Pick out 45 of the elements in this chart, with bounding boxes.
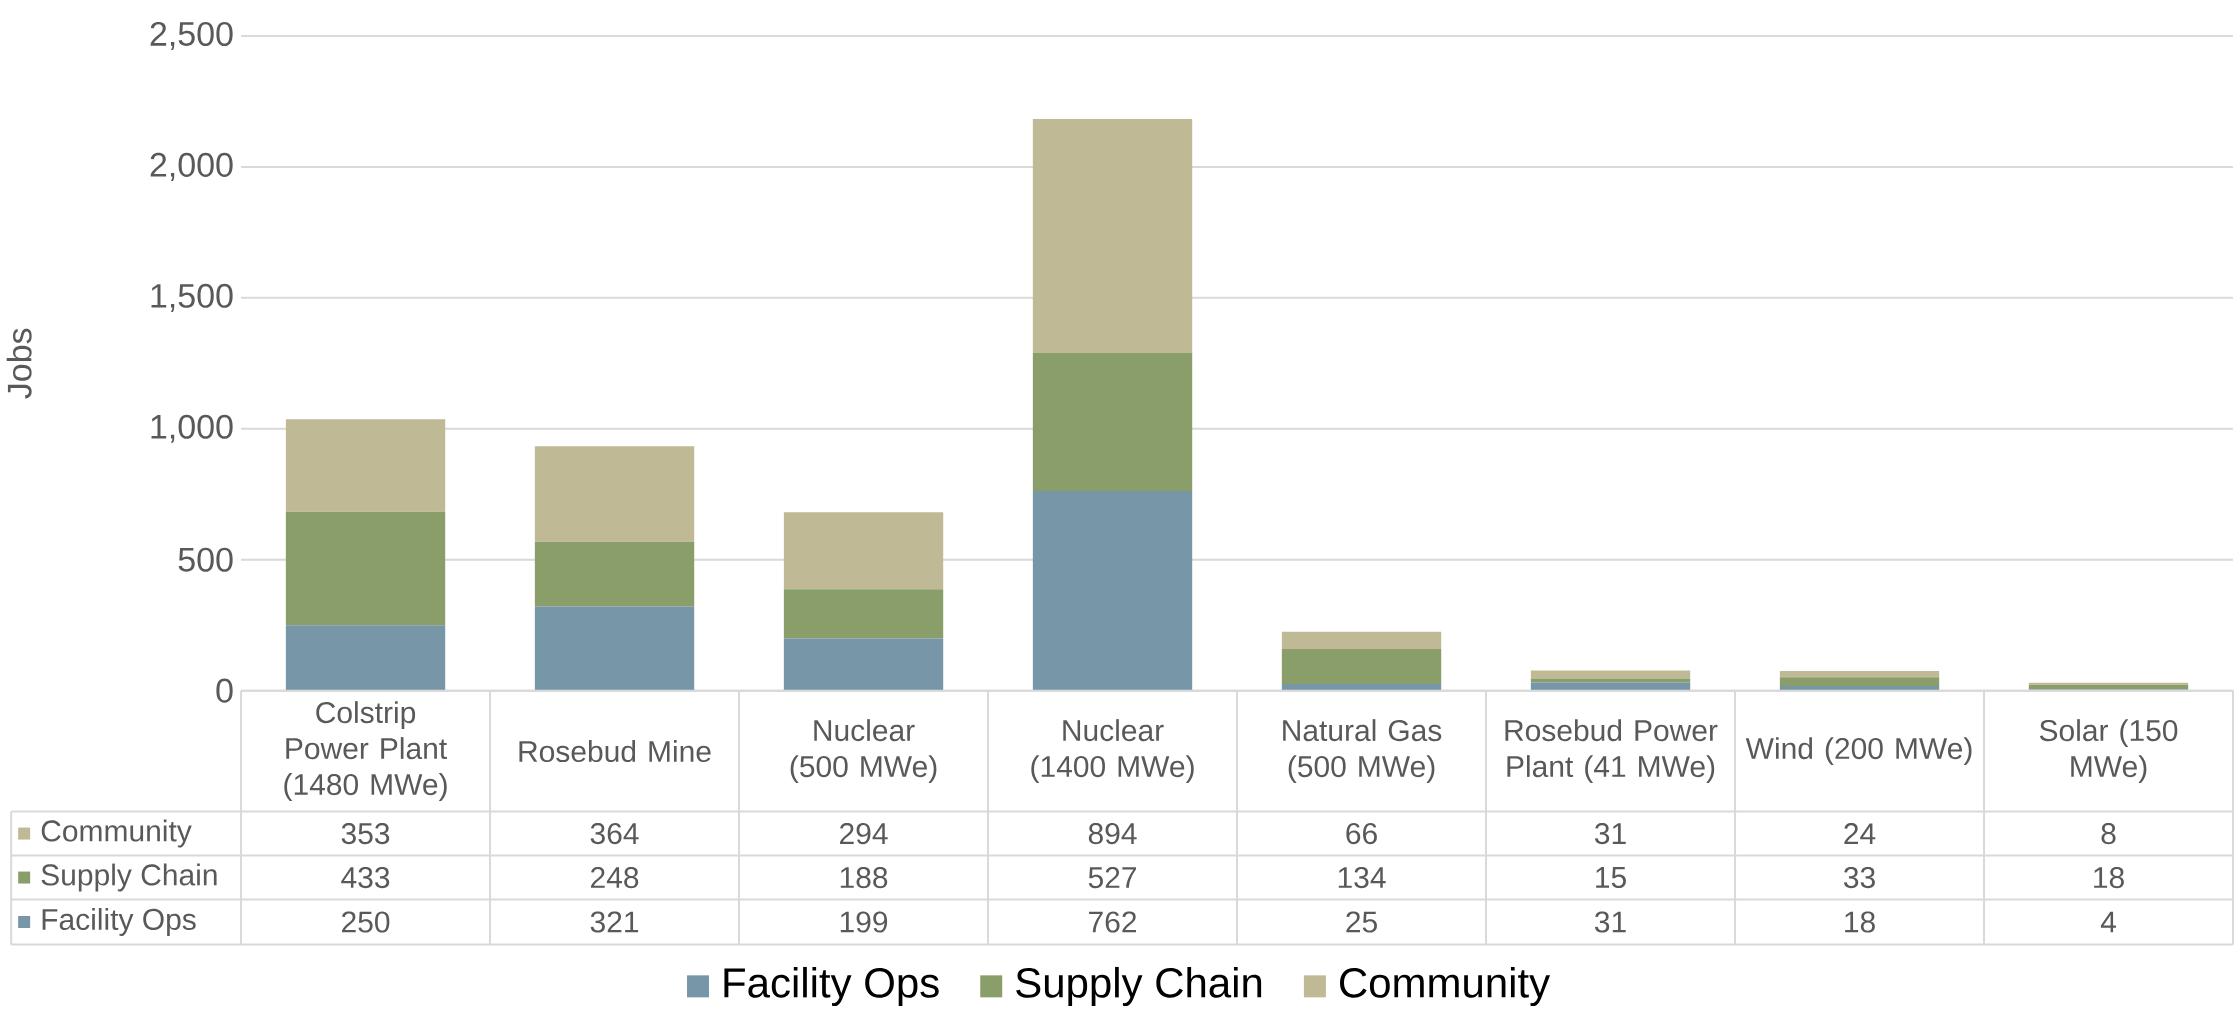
data-label: 31 xyxy=(1594,822,1626,844)
text: Supply Chain xyxy=(1016,966,1262,1006)
x-tick-label: Rosebud Power Plant (41 MWe) xyxy=(1505,718,1718,783)
y-tick-label: 500 xyxy=(178,547,233,572)
data-label: 66 xyxy=(1346,822,1377,844)
y-tick-label: 2,000 xyxy=(150,152,233,181)
y-tick-label: 0 xyxy=(216,678,233,703)
data-label: 353 xyxy=(341,822,390,844)
data-label: 762 xyxy=(1089,911,1137,933)
x-tick-label: Colstrip Power Plant (1480 MWe) xyxy=(284,700,447,801)
x-tick-label: Nuclear (1400 MWe) xyxy=(1031,718,1194,783)
data-label: 33 xyxy=(1843,866,1875,888)
x-tick-label: Natural Gas (500 MWe) xyxy=(1283,718,1442,783)
data-label: 250 xyxy=(342,911,390,933)
y-axis-title: Jobs xyxy=(6,328,32,399)
y-tick-label: 1,000 xyxy=(151,414,233,443)
data-label: 24 xyxy=(1844,822,1876,844)
x-tick-label: Nuclear (500 MWe) xyxy=(790,718,937,783)
data-label: 31 xyxy=(1594,911,1626,933)
data-label: 294 xyxy=(840,822,888,844)
legend-label: Community xyxy=(41,819,192,848)
data-label: 25 xyxy=(1346,911,1377,933)
data-label: 4 xyxy=(2100,911,2116,933)
data-label: 527 xyxy=(1088,866,1137,888)
legend-label: Facility Ops xyxy=(42,907,196,936)
data-label: 188 xyxy=(840,866,888,888)
data-label: 248 xyxy=(591,866,639,888)
data-label: 364 xyxy=(590,822,639,844)
legend-label: Supply Chain xyxy=(41,863,217,892)
y-tick-label: 2,500 xyxy=(150,21,233,50)
data-label: 134 xyxy=(1338,866,1386,888)
data-label: 15 xyxy=(1596,866,1626,888)
x-tick-label: Solar (150 MWe) xyxy=(2039,718,2178,783)
data-label: 199 xyxy=(840,911,888,933)
text: Facility Ops xyxy=(724,966,939,1006)
data-label: 894 xyxy=(1088,822,1137,844)
y-tick-label: 1,500 xyxy=(151,283,233,312)
data-label: 433 xyxy=(341,866,390,888)
data-label: 18 xyxy=(1845,911,1875,933)
data-label: 8 xyxy=(2101,822,2116,844)
x-tick-label: Rosebud Mine xyxy=(519,739,711,762)
text: Community xyxy=(1340,966,1551,1006)
data-label: 321 xyxy=(590,911,639,933)
data-label: 18 xyxy=(2094,866,2124,888)
x-tick-label: Wind (200 MWe) xyxy=(1745,736,1972,765)
